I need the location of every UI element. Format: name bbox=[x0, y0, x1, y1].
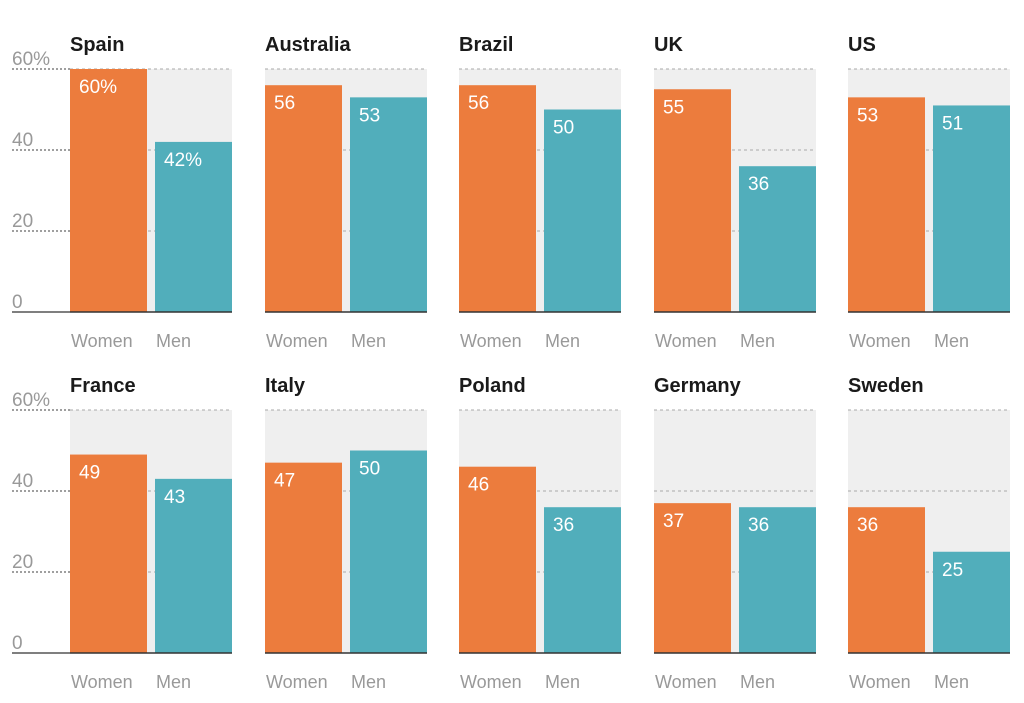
bar-women bbox=[265, 85, 342, 312]
data-label: 50 bbox=[359, 459, 380, 480]
panel-title: Brazil bbox=[459, 34, 513, 56]
bar-men bbox=[933, 551, 1010, 653]
data-label: 53 bbox=[359, 105, 380, 126]
bar-men bbox=[350, 450, 427, 653]
panel-sweden: 36 Women 25 Men Sweden bbox=[848, 375, 1010, 692]
category-label-men: Men bbox=[934, 331, 969, 351]
category-label-women: Women bbox=[266, 672, 328, 692]
bar-women bbox=[459, 466, 536, 653]
bar-women bbox=[459, 85, 536, 312]
bar-men bbox=[155, 478, 232, 653]
y-tick-label: 40 bbox=[12, 471, 33, 492]
bar-women bbox=[70, 454, 147, 653]
category-label-women: Women bbox=[849, 672, 911, 692]
panel-poland: 46 Women 36 Men Poland bbox=[459, 375, 621, 692]
bar-men bbox=[933, 105, 1010, 312]
panel-uk: 55 Women 36 Men UK bbox=[654, 34, 816, 351]
category-label-women: Women bbox=[71, 331, 133, 351]
y-tick-label: 0 bbox=[12, 633, 23, 654]
category-label-women: Women bbox=[849, 331, 911, 351]
data-label: 46 bbox=[468, 475, 489, 496]
panel-australia: 56 Women 53 Men Australia bbox=[265, 34, 427, 351]
data-label: 56 bbox=[274, 93, 295, 114]
bar-men bbox=[350, 97, 427, 312]
data-label: 47 bbox=[274, 471, 295, 492]
data-label: 36 bbox=[857, 515, 878, 536]
data-label: 53 bbox=[857, 105, 878, 126]
bar-women bbox=[265, 462, 342, 653]
category-label-men: Men bbox=[740, 672, 775, 692]
bar-women bbox=[654, 89, 731, 312]
bar-women bbox=[848, 97, 925, 312]
panel-title: Sweden bbox=[848, 375, 924, 397]
y-tick-label: 20 bbox=[12, 211, 33, 232]
category-label-women: Women bbox=[655, 331, 717, 351]
panel-brazil: 56 Women 50 Men Brazil bbox=[459, 34, 621, 351]
data-label: 25 bbox=[942, 560, 963, 581]
data-label: 56 bbox=[468, 93, 489, 114]
panel-spain: 60% Women 42% Men Spain bbox=[70, 34, 232, 351]
category-label-women: Women bbox=[71, 672, 133, 692]
category-label-men: Men bbox=[545, 331, 580, 351]
panel-title: Italy bbox=[265, 375, 306, 397]
category-label-men: Men bbox=[156, 672, 191, 692]
panel-title: Poland bbox=[459, 375, 526, 397]
data-label: 49 bbox=[79, 463, 100, 484]
panel-title: UK bbox=[654, 34, 683, 56]
y-tick-label: 40 bbox=[12, 130, 33, 151]
bar-women bbox=[848, 507, 925, 653]
category-label-men: Men bbox=[156, 331, 191, 351]
category-label-men: Men bbox=[351, 672, 386, 692]
category-label-men: Men bbox=[740, 331, 775, 351]
bar-men bbox=[544, 507, 621, 653]
panel-germany: 37 Women 36 Men Germany bbox=[654, 375, 816, 692]
bar-women bbox=[70, 69, 147, 312]
panel-us: 53 Women 51 Men US bbox=[848, 34, 1010, 351]
bar-women bbox=[654, 503, 731, 653]
data-label: 43 bbox=[164, 487, 185, 508]
bar-men bbox=[155, 141, 232, 312]
bar-men bbox=[544, 109, 621, 312]
data-label: 60% bbox=[79, 77, 117, 98]
data-label: 37 bbox=[663, 511, 684, 532]
category-label-women: Women bbox=[460, 331, 522, 351]
category-label-women: Women bbox=[460, 672, 522, 692]
category-label-men: Men bbox=[351, 331, 386, 351]
y-tick-label: 60% bbox=[12, 390, 50, 411]
data-label: 42% bbox=[164, 150, 202, 171]
data-label: 36 bbox=[748, 174, 769, 195]
data-label: 36 bbox=[553, 515, 574, 536]
y-tick-label: 60% bbox=[12, 49, 50, 70]
panel-title: US bbox=[848, 34, 876, 56]
data-label: 50 bbox=[553, 118, 574, 139]
y-tick-label: 20 bbox=[12, 552, 33, 573]
panel-title: France bbox=[70, 375, 136, 397]
category-label-women: Women bbox=[266, 331, 328, 351]
panel-title: Australia bbox=[265, 34, 351, 56]
bar-men bbox=[739, 166, 816, 312]
panel-title: Germany bbox=[654, 375, 742, 397]
panel-italy: 47 Women 50 Men Italy bbox=[265, 375, 427, 692]
bar-men bbox=[739, 507, 816, 653]
category-label-men: Men bbox=[545, 672, 580, 692]
category-label-men: Men bbox=[934, 672, 969, 692]
panel-title: Spain bbox=[70, 34, 124, 56]
data-label: 36 bbox=[748, 515, 769, 536]
panel-france: 49 Women 43 Men France bbox=[70, 375, 232, 692]
data-label: 51 bbox=[942, 113, 963, 134]
category-label-women: Women bbox=[655, 672, 717, 692]
y-tick-label: 0 bbox=[12, 292, 23, 313]
data-label: 55 bbox=[663, 97, 684, 118]
